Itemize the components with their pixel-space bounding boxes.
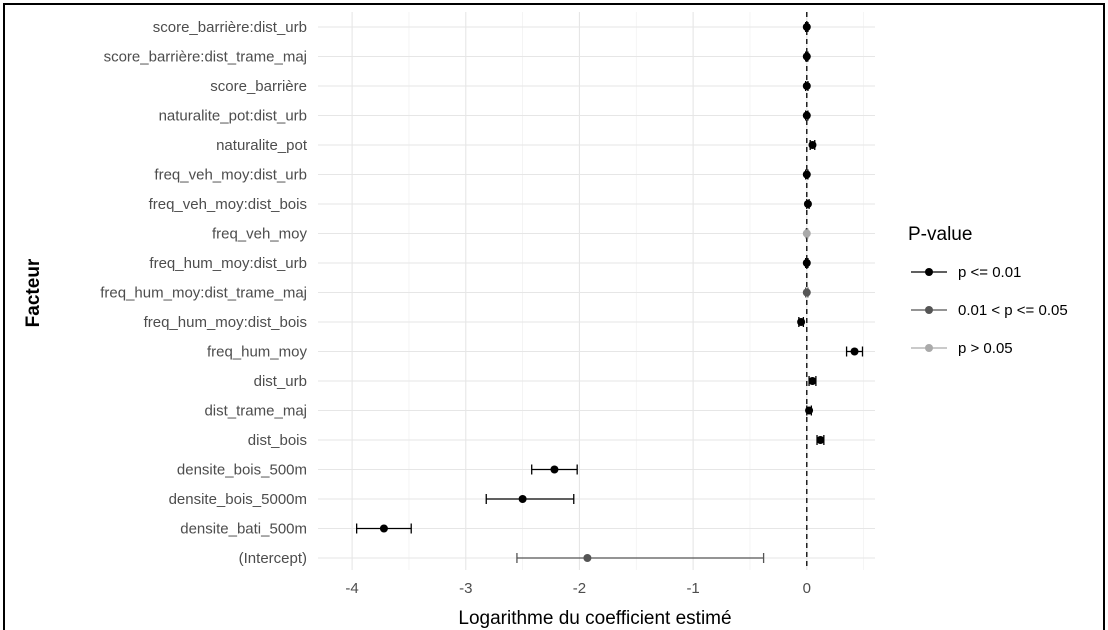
y-tick-label: densite_bati_500m bbox=[180, 521, 307, 538]
y-tick-label: (Intercept) bbox=[239, 550, 307, 567]
point-group bbox=[802, 287, 811, 298]
point-group bbox=[803, 199, 812, 209]
x-tick-label: -4 bbox=[345, 580, 358, 597]
x-tick-label: -3 bbox=[459, 580, 472, 597]
point bbox=[803, 200, 812, 208]
point bbox=[379, 524, 388, 533]
point bbox=[802, 170, 811, 179]
point-group bbox=[805, 405, 814, 416]
point-group bbox=[802, 22, 811, 32]
point-group bbox=[816, 435, 825, 445]
point-group bbox=[808, 376, 817, 386]
point bbox=[802, 52, 811, 61]
legend-key-point bbox=[925, 306, 933, 314]
legend-key-point bbox=[925, 344, 933, 352]
y-tick-label: freq_veh_moy:dist_bois bbox=[149, 196, 307, 213]
y-tick-label: freq_veh_moy bbox=[212, 226, 308, 243]
point bbox=[802, 111, 811, 120]
point-group bbox=[802, 81, 811, 91]
point bbox=[808, 141, 817, 149]
point-group bbox=[531, 464, 578, 475]
y-tick-label: freq_veh_moy:dist_urb bbox=[154, 167, 307, 184]
point bbox=[518, 495, 527, 503]
y-tick-label: dist_bois bbox=[248, 432, 307, 449]
point bbox=[802, 23, 811, 31]
x-tick-label: 0 bbox=[803, 580, 811, 597]
y-tick-label: naturalite_pot:dist_urb bbox=[159, 108, 307, 125]
legend-entry: p > 0.05 bbox=[911, 340, 1013, 357]
point bbox=[816, 436, 825, 444]
y-tick-label: score_barrière:dist_trame_maj bbox=[104, 49, 307, 66]
legend-key-point bbox=[925, 268, 933, 276]
y-tick-label: score_barrière bbox=[210, 78, 307, 95]
data-marks bbox=[355, 22, 864, 563]
point bbox=[850, 347, 859, 356]
legend-label: p <= 0.01 bbox=[958, 264, 1021, 281]
point-group bbox=[802, 51, 811, 62]
y-tick-label: densite_bois_500m bbox=[177, 462, 307, 479]
y-axis-title: Facteur bbox=[23, 258, 44, 327]
point bbox=[802, 288, 811, 297]
y-tick-label: score_barrière:dist_urb bbox=[153, 19, 307, 36]
point-group bbox=[797, 317, 806, 327]
y-tick-label: densite_bois_5000m bbox=[169, 491, 307, 508]
y-tick-label: freq_hum_moy:dist_urb bbox=[149, 255, 307, 272]
y-tick-label: naturalite_pot bbox=[216, 137, 308, 154]
y-tick-label: dist_urb bbox=[254, 373, 307, 390]
point bbox=[802, 229, 811, 238]
grid bbox=[318, 12, 875, 570]
legend-title: P-value bbox=[908, 224, 972, 245]
point-group bbox=[802, 258, 811, 268]
point-group bbox=[845, 346, 864, 357]
point bbox=[583, 554, 592, 562]
legend-entries: p <= 0.01 0.01 < p <= 0.05 p > 0.05 bbox=[911, 264, 1068, 357]
point-group bbox=[485, 494, 575, 504]
point-group bbox=[802, 110, 811, 121]
y-tick-label: freq_hum_moy bbox=[207, 344, 308, 361]
x-tick-labels: -4 -3 -2 -1 0 bbox=[345, 580, 811, 597]
point-group bbox=[355, 523, 412, 534]
legend-entry: 0.01 < p <= 0.05 bbox=[911, 302, 1068, 319]
point-group bbox=[808, 140, 817, 150]
chart-frame bbox=[3, 3, 1105, 630]
y-tick-label: freq_hum_moy:dist_trame_maj bbox=[100, 285, 307, 302]
legend: P-value p <= 0.01 0.01 < p <= 0.05 p > 0.0… bbox=[908, 224, 1068, 357]
point-group bbox=[516, 553, 765, 563]
point bbox=[550, 465, 559, 474]
y-tick-label: dist_trame_maj bbox=[204, 403, 307, 420]
point bbox=[797, 318, 806, 326]
point-group bbox=[802, 169, 811, 180]
point bbox=[802, 82, 811, 90]
legend-label: 0.01 < p <= 0.05 bbox=[958, 302, 1068, 319]
legend-label: p > 0.05 bbox=[958, 340, 1013, 357]
point bbox=[805, 406, 814, 415]
point-group bbox=[802, 228, 811, 239]
point bbox=[802, 259, 811, 267]
y-tick-labels: score_barrière:dist_urb score_barrière:di… bbox=[100, 19, 308, 567]
legend-entry: p <= 0.01 bbox=[911, 264, 1021, 281]
x-tick-label: -1 bbox=[686, 580, 699, 597]
x-tick-label: -2 bbox=[573, 580, 586, 597]
y-tick-label: freq_hum_moy:dist_bois bbox=[144, 314, 307, 331]
x-axis-title: Logarithme du coefficient estimé bbox=[458, 608, 731, 629]
point bbox=[808, 377, 817, 385]
